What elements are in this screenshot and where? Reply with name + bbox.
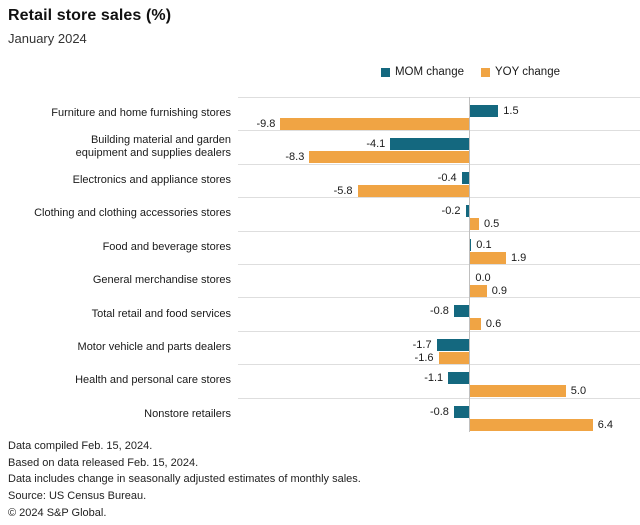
value-label: 1.9 bbox=[511, 251, 527, 264]
zero-axis-line bbox=[468, 97, 470, 432]
category-label: Electronics and appliance stores bbox=[72, 173, 231, 186]
mom-bar bbox=[469, 271, 471, 284]
value-label: 6.4 bbox=[597, 418, 614, 431]
mom-bar bbox=[436, 338, 470, 351]
value-label: -1.7 bbox=[412, 338, 432, 351]
yoy-bar bbox=[469, 218, 479, 231]
legend-item: MOM change bbox=[380, 66, 464, 78]
plot-area: -1.7 -1.6 bbox=[238, 330, 640, 364]
category-label: Food and beverage stores bbox=[102, 240, 231, 253]
chart-row: Motor vehicle and parts dealers -1.7 -1.6 bbox=[0, 330, 640, 364]
yoy-bar bbox=[469, 385, 566, 398]
footnote-line: Based on data released Feb. 15, 2024. bbox=[8, 456, 199, 469]
chart-row: Health and personal care stores -1.1 5.0 bbox=[0, 364, 640, 398]
value-label: -0.8 bbox=[429, 305, 449, 318]
plot-area: -0.4 -5.8 bbox=[238, 163, 640, 197]
chart-row: General merchandise stores 0.0 0.9 bbox=[0, 263, 640, 297]
value-label: -1.6 bbox=[414, 351, 434, 364]
mom-bar bbox=[453, 405, 470, 418]
chart-subtitle: January 2024 bbox=[8, 31, 87, 46]
value-label: -9.8 bbox=[256, 118, 276, 130]
plot-area: 0.1 1.9 bbox=[238, 230, 640, 264]
bar-chart: Furniture and home furnishing stores 1.5 -… bbox=[0, 97, 640, 432]
chart-row: Furniture and home furnishing stores 1.5 -… bbox=[0, 97, 640, 130]
yoy-bar bbox=[469, 284, 487, 297]
chart-row: Electronics and appliance stores -0.4 -5.8 bbox=[0, 163, 640, 197]
category-label: Total retail and food services bbox=[91, 307, 231, 320]
legend-label: MOM change bbox=[394, 66, 464, 78]
value-label: -1.1 bbox=[424, 372, 444, 385]
plot-area: 1.5 -9.8 bbox=[238, 97, 640, 130]
plot-area: 0.0 0.9 bbox=[238, 263, 640, 297]
value-label: -5.8 bbox=[333, 184, 353, 197]
category-label: Clothing and clothing accessories stores bbox=[34, 207, 231, 220]
plot-area: -4.1 -8.3 bbox=[238, 130, 640, 164]
mom-bar bbox=[448, 372, 470, 385]
value-label: 5.0 bbox=[570, 385, 587, 398]
page-title: Retail store sales (%) bbox=[8, 7, 172, 24]
value-label: 0.9 bbox=[491, 284, 508, 297]
footnote-line: Data compiled Feb. 15, 2024. bbox=[8, 440, 153, 452]
legend: MOM change YOY change bbox=[0, 63, 640, 81]
plot-area: -0.2 0.5 bbox=[238, 197, 640, 231]
plot-area: -0.8 6.4 bbox=[238, 397, 640, 431]
yoy-bar bbox=[469, 251, 506, 264]
mom-bar bbox=[469, 105, 499, 117]
value-label: -8.3 bbox=[285, 151, 305, 164]
value-label: 0.6 bbox=[485, 318, 502, 331]
footnote-line: Source: US Census Bureau. bbox=[8, 490, 147, 503]
value-label: -0.8 bbox=[429, 405, 449, 418]
legend-swatch-icon bbox=[480, 67, 490, 77]
category-label: General merchandise stores bbox=[92, 274, 231, 287]
yoy-bar bbox=[469, 318, 481, 331]
chart-row: Building material and garden equipment a… bbox=[0, 130, 640, 164]
category-label: Health and personal care stores bbox=[75, 374, 231, 387]
chart-row: Total retail and food services -0.8 0.6 bbox=[0, 297, 640, 331]
value-label: 1.5 bbox=[503, 105, 519, 117]
chart-row: Clothing and clothing accessories stores… bbox=[0, 197, 640, 231]
category-label: Motor vehicle and parts dealers bbox=[77, 340, 231, 353]
value-label: -4.1 bbox=[366, 138, 386, 151]
chart-row: Food and beverage stores 0.1 1.9 bbox=[0, 230, 640, 264]
footnote-line: Data includes change in seasonally adjus… bbox=[8, 473, 361, 486]
value-label: 0.1 bbox=[476, 238, 492, 251]
value-label: 0.5 bbox=[484, 218, 500, 231]
chart-row: Nonstore retailers -0.8 6.4 bbox=[0, 397, 640, 431]
category-label: Nonstore retailers bbox=[144, 407, 231, 420]
legend-item: YOY change bbox=[480, 66, 560, 78]
mom-bar bbox=[461, 171, 470, 184]
value-label: -0.4 bbox=[437, 171, 457, 184]
mom-bar bbox=[453, 305, 470, 318]
yoy-bar bbox=[357, 184, 470, 197]
legend-swatch-icon bbox=[380, 67, 390, 77]
plot-area: -1.1 5.0 bbox=[238, 364, 640, 398]
plot-area: -0.8 0.6 bbox=[238, 297, 640, 331]
footnotes: Data compiled Feb. 15, 2024. Based on dat… bbox=[8, 438, 361, 522]
mom-bar bbox=[469, 238, 472, 251]
yoy-bar bbox=[469, 418, 593, 431]
legend-label: YOY change bbox=[494, 66, 560, 78]
yoy-bar bbox=[309, 151, 470, 164]
yoy-bar bbox=[280, 118, 470, 130]
footnote-line: © 2024 S&P Global. bbox=[8, 506, 107, 519]
mom-bar bbox=[390, 138, 470, 151]
category-label: Building material and garden equipment a… bbox=[75, 134, 231, 160]
mom-bar bbox=[465, 205, 470, 218]
category-label: Furniture and home furnishing stores bbox=[51, 107, 231, 120]
yoy-bar bbox=[438, 351, 470, 364]
value-label: 0.0 bbox=[475, 271, 491, 284]
value-label: -0.2 bbox=[441, 205, 461, 218]
